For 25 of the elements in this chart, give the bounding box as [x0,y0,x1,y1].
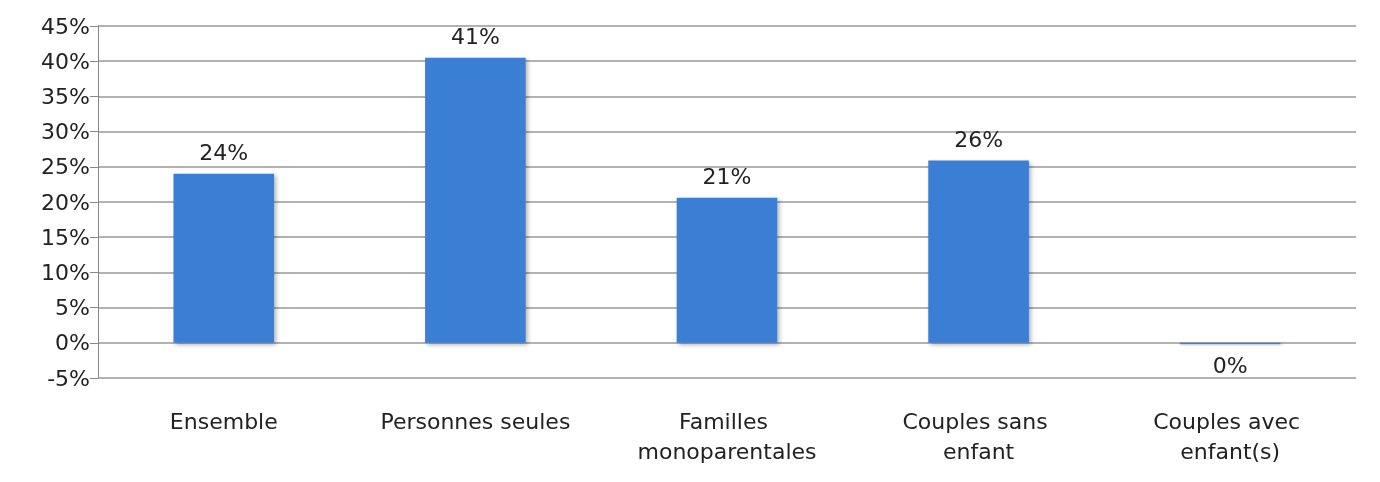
y-tick-label: 10% [41,259,90,285]
x-tick-label: Personnes seules [380,408,571,434]
y-tick-label: 40% [41,48,90,74]
data-label: 21% [702,164,752,190]
y-tick-label: 25% [41,154,90,180]
x-tick-label: Couples sans enfant [902,408,1055,464]
x-tick-label: Familles monoparentales [637,408,817,464]
bar [173,173,275,343]
bar [928,160,1029,343]
data-label: 0% [1212,352,1248,378]
bar [676,197,778,343]
y-tick-label: 35% [41,83,90,109]
y-tick-label: -5% [47,365,90,391]
data-label: 26% [954,126,1004,152]
data-label: 24% [199,140,249,166]
y-tick-label: 15% [41,224,90,250]
y-tick-label: 0% [55,330,90,356]
y-tick-label: 30% [41,119,90,145]
y-tick-label: 5% [55,295,90,321]
y-tick-label: 45% [41,13,90,39]
bar [425,57,526,343]
x-tick-label: Ensemble [169,408,278,434]
y-tick-label: 20% [41,189,90,215]
x-tick-label: Couples avec enfant(s) [1153,408,1308,464]
data-label: 41% [450,24,500,50]
